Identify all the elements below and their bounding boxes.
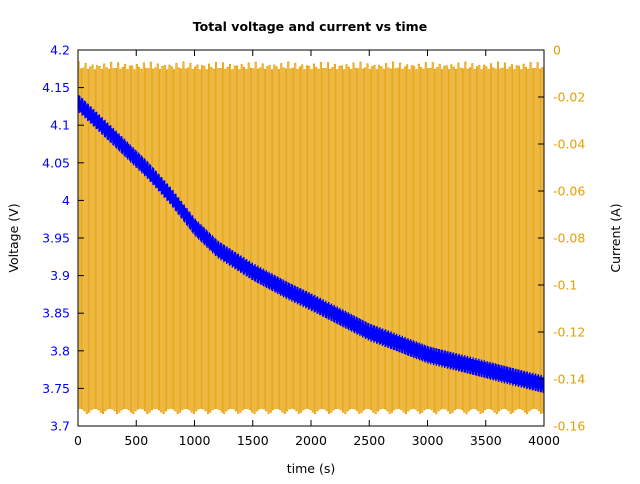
x-tick-label-2: 1000: [179, 433, 211, 448]
voltage-line: [78, 95, 544, 394]
x-tick-label-8: 4000: [528, 433, 560, 448]
x-axis: 0 500 1000 1500 2000 2500 3000 3500 4000: [74, 50, 560, 448]
y-right-tick-label-7: -0.02: [553, 90, 585, 105]
y-left-tick-label-0: 3.7: [50, 419, 70, 434]
chart-title: Total voltage and current vs time: [193, 19, 427, 34]
y-axis-left: 3.7 3.75 3.8 3.85 3.9 3.95 4 4.05 4.1 4.15 4.2: [42, 43, 84, 434]
y-left-tick-label-4: 3.9: [50, 268, 70, 283]
x-tick-label-7: 3500: [470, 433, 502, 448]
y-axis-right: -0.16 -0.14 -0.12 -0.1 -0.08 -0.06 -0.04 -0.02 0: [538, 43, 585, 434]
y-left-tick-label-9: 4.15: [42, 80, 70, 95]
y-left-tick-label-10: 4.2: [50, 43, 70, 58]
y-left-tick-label-7: 4.05: [42, 155, 70, 170]
y-axis-left-label: Voltage (V): [6, 203, 21, 272]
y-left-tick-label-6: 4: [62, 193, 70, 208]
x-tick-label-0: 0: [74, 433, 82, 448]
x-tick-label-4: 2000: [295, 433, 327, 448]
x-tick-label-6: 3000: [412, 433, 444, 448]
y-right-tick-label-1: -0.14: [553, 372, 585, 387]
y-left-tick-label-1: 3.75: [42, 381, 70, 396]
x-axis-label: time (s): [287, 461, 335, 476]
y-left-tick-label-2: 3.8: [50, 343, 70, 358]
x-tick-label-5: 2500: [353, 433, 385, 448]
y-axis-right-label: Current (A): [608, 203, 623, 272]
y-left-tick-label-3: 3.85: [42, 306, 70, 321]
x-tick-label-1: 500: [124, 433, 148, 448]
y-right-tick-label-2: -0.12: [553, 325, 585, 340]
y-right-tick-label-8: 0: [553, 43, 561, 58]
voltage-series: [78, 95, 544, 394]
plot-area: [78, 61, 544, 415]
y-right-tick-label-5: -0.06: [553, 184, 585, 199]
current-series: [78, 61, 544, 415]
y-left-tick-label-5: 3.95: [42, 231, 70, 246]
x-tick-label-3: 1500: [237, 433, 269, 448]
y-right-tick-label-4: -0.08: [553, 231, 585, 246]
y-right-tick-label-6: -0.04: [553, 137, 585, 152]
y-right-tick-label-0: -0.16: [553, 419, 585, 434]
y-left-tick-label-8: 4.1: [50, 118, 70, 133]
y-right-tick-label-3: -0.1: [553, 278, 577, 293]
current-line: [78, 61, 544, 415]
